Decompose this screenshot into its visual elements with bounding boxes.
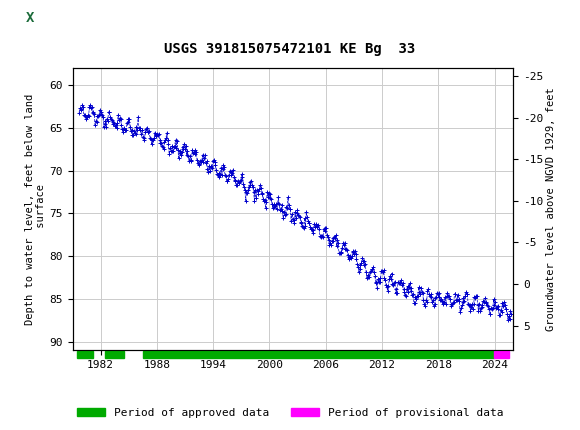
Y-axis label: Groundwater level above NGVD 1929, feet: Groundwater level above NGVD 1929, feet: [546, 87, 556, 331]
Text: USGS: USGS: [67, 12, 114, 26]
Bar: [106, 351, 124, 358]
Text: USGS 391815075472101 KE Bg  33: USGS 391815075472101 KE Bg 33: [164, 42, 416, 56]
Bar: [77, 351, 93, 358]
Bar: [7, 5, 50, 33]
Y-axis label: Depth to water level, feet below land
 surface: Depth to water level, feet below land su…: [25, 94, 46, 325]
Bar: [494, 351, 509, 358]
Text: X: X: [26, 11, 34, 25]
Legend: Period of approved data, Period of provisional data: Period of approved data, Period of provi…: [72, 403, 508, 422]
Bar: [143, 351, 494, 358]
